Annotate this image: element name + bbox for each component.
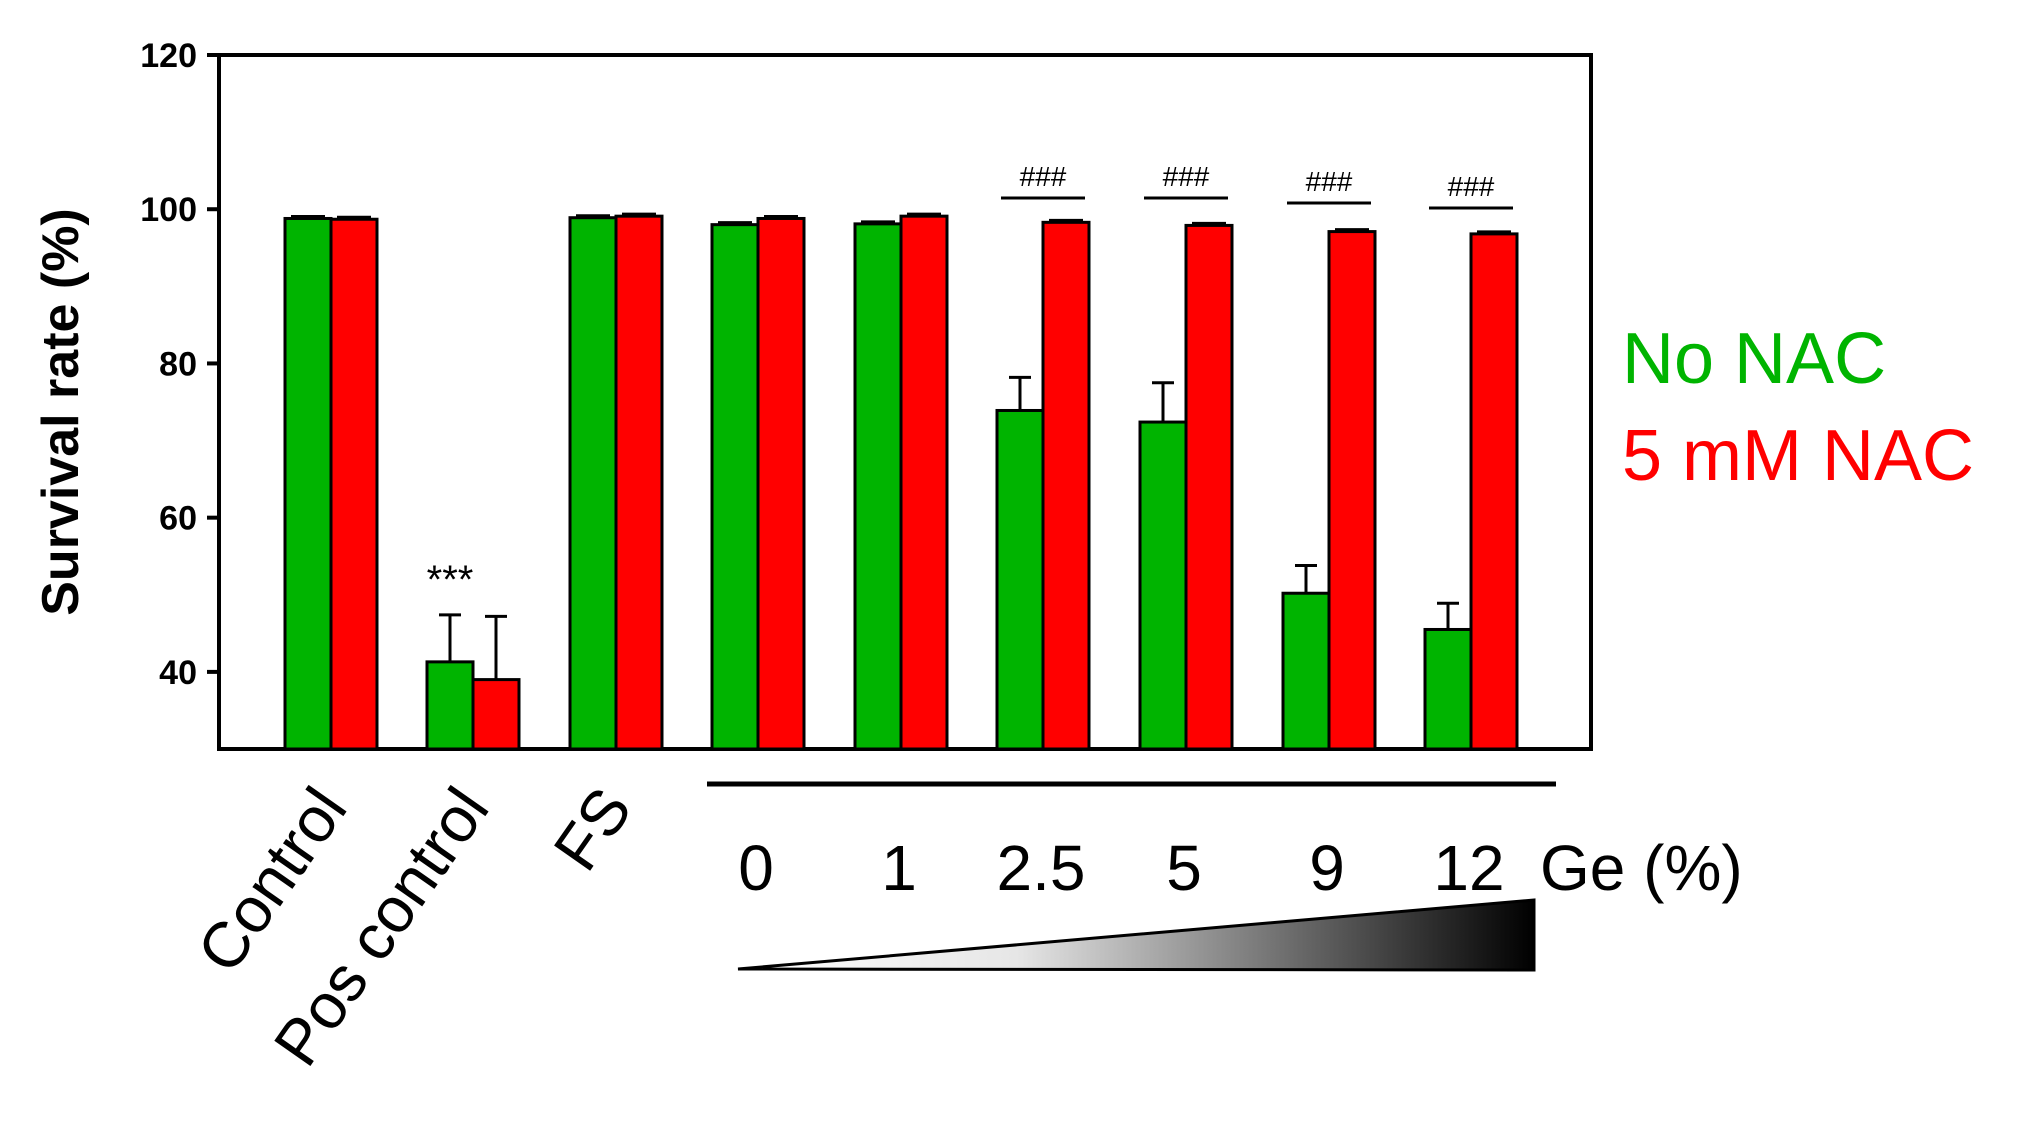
bar xyxy=(899,214,949,751)
significance-marker: ### xyxy=(1163,161,1210,192)
y-tick-label: 120 xyxy=(140,37,197,75)
significance-marker: ### xyxy=(1306,166,1353,197)
significance-marker: ### xyxy=(1448,171,1495,202)
y-tick-label: 60 xyxy=(159,500,197,538)
category-label: 12 xyxy=(1433,832,1504,904)
y-tick-label: 80 xyxy=(159,345,197,383)
bar xyxy=(568,216,618,751)
labels-layer: Survival rate (%) ***### ### ### ###ControlP… xyxy=(32,161,1743,1078)
bar xyxy=(756,216,806,751)
bar xyxy=(1327,230,1377,751)
y-axis-label: Survival rate (%) xyxy=(32,208,90,616)
bar xyxy=(614,214,664,751)
bar xyxy=(1469,232,1519,751)
bars-layer xyxy=(283,212,1519,751)
bar xyxy=(1184,223,1234,751)
bar xyxy=(471,678,521,751)
category-label: 2.5 xyxy=(997,832,1086,904)
legend-item: No NAC xyxy=(1622,319,1886,399)
bar xyxy=(710,223,760,751)
bar xyxy=(995,408,1045,751)
y-tick-label: 40 xyxy=(159,654,197,692)
category-label: 5 xyxy=(1166,832,1202,904)
bar xyxy=(1281,591,1331,751)
ge-gradient-triangle xyxy=(737,898,1536,972)
category-label: 9 xyxy=(1309,832,1345,904)
bar xyxy=(329,217,379,751)
ge-group-label: Ge (%) xyxy=(1540,832,1743,904)
bar xyxy=(853,222,903,751)
bar xyxy=(1041,220,1091,751)
category-label: 1 xyxy=(881,832,917,904)
legend-item: 5 mM NAC xyxy=(1622,416,1974,496)
y-tick-label: 100 xyxy=(140,191,197,229)
bar xyxy=(283,216,333,751)
bar xyxy=(1138,420,1188,751)
category-label: FS xyxy=(540,775,646,883)
bar xyxy=(425,660,475,751)
category-label: 0 xyxy=(738,832,774,904)
bar xyxy=(1423,627,1473,751)
significance-marker: ### xyxy=(1020,161,1067,192)
significance-marker: *** xyxy=(427,558,474,602)
legend: No NAC 5 mM NAC xyxy=(1622,319,1974,496)
